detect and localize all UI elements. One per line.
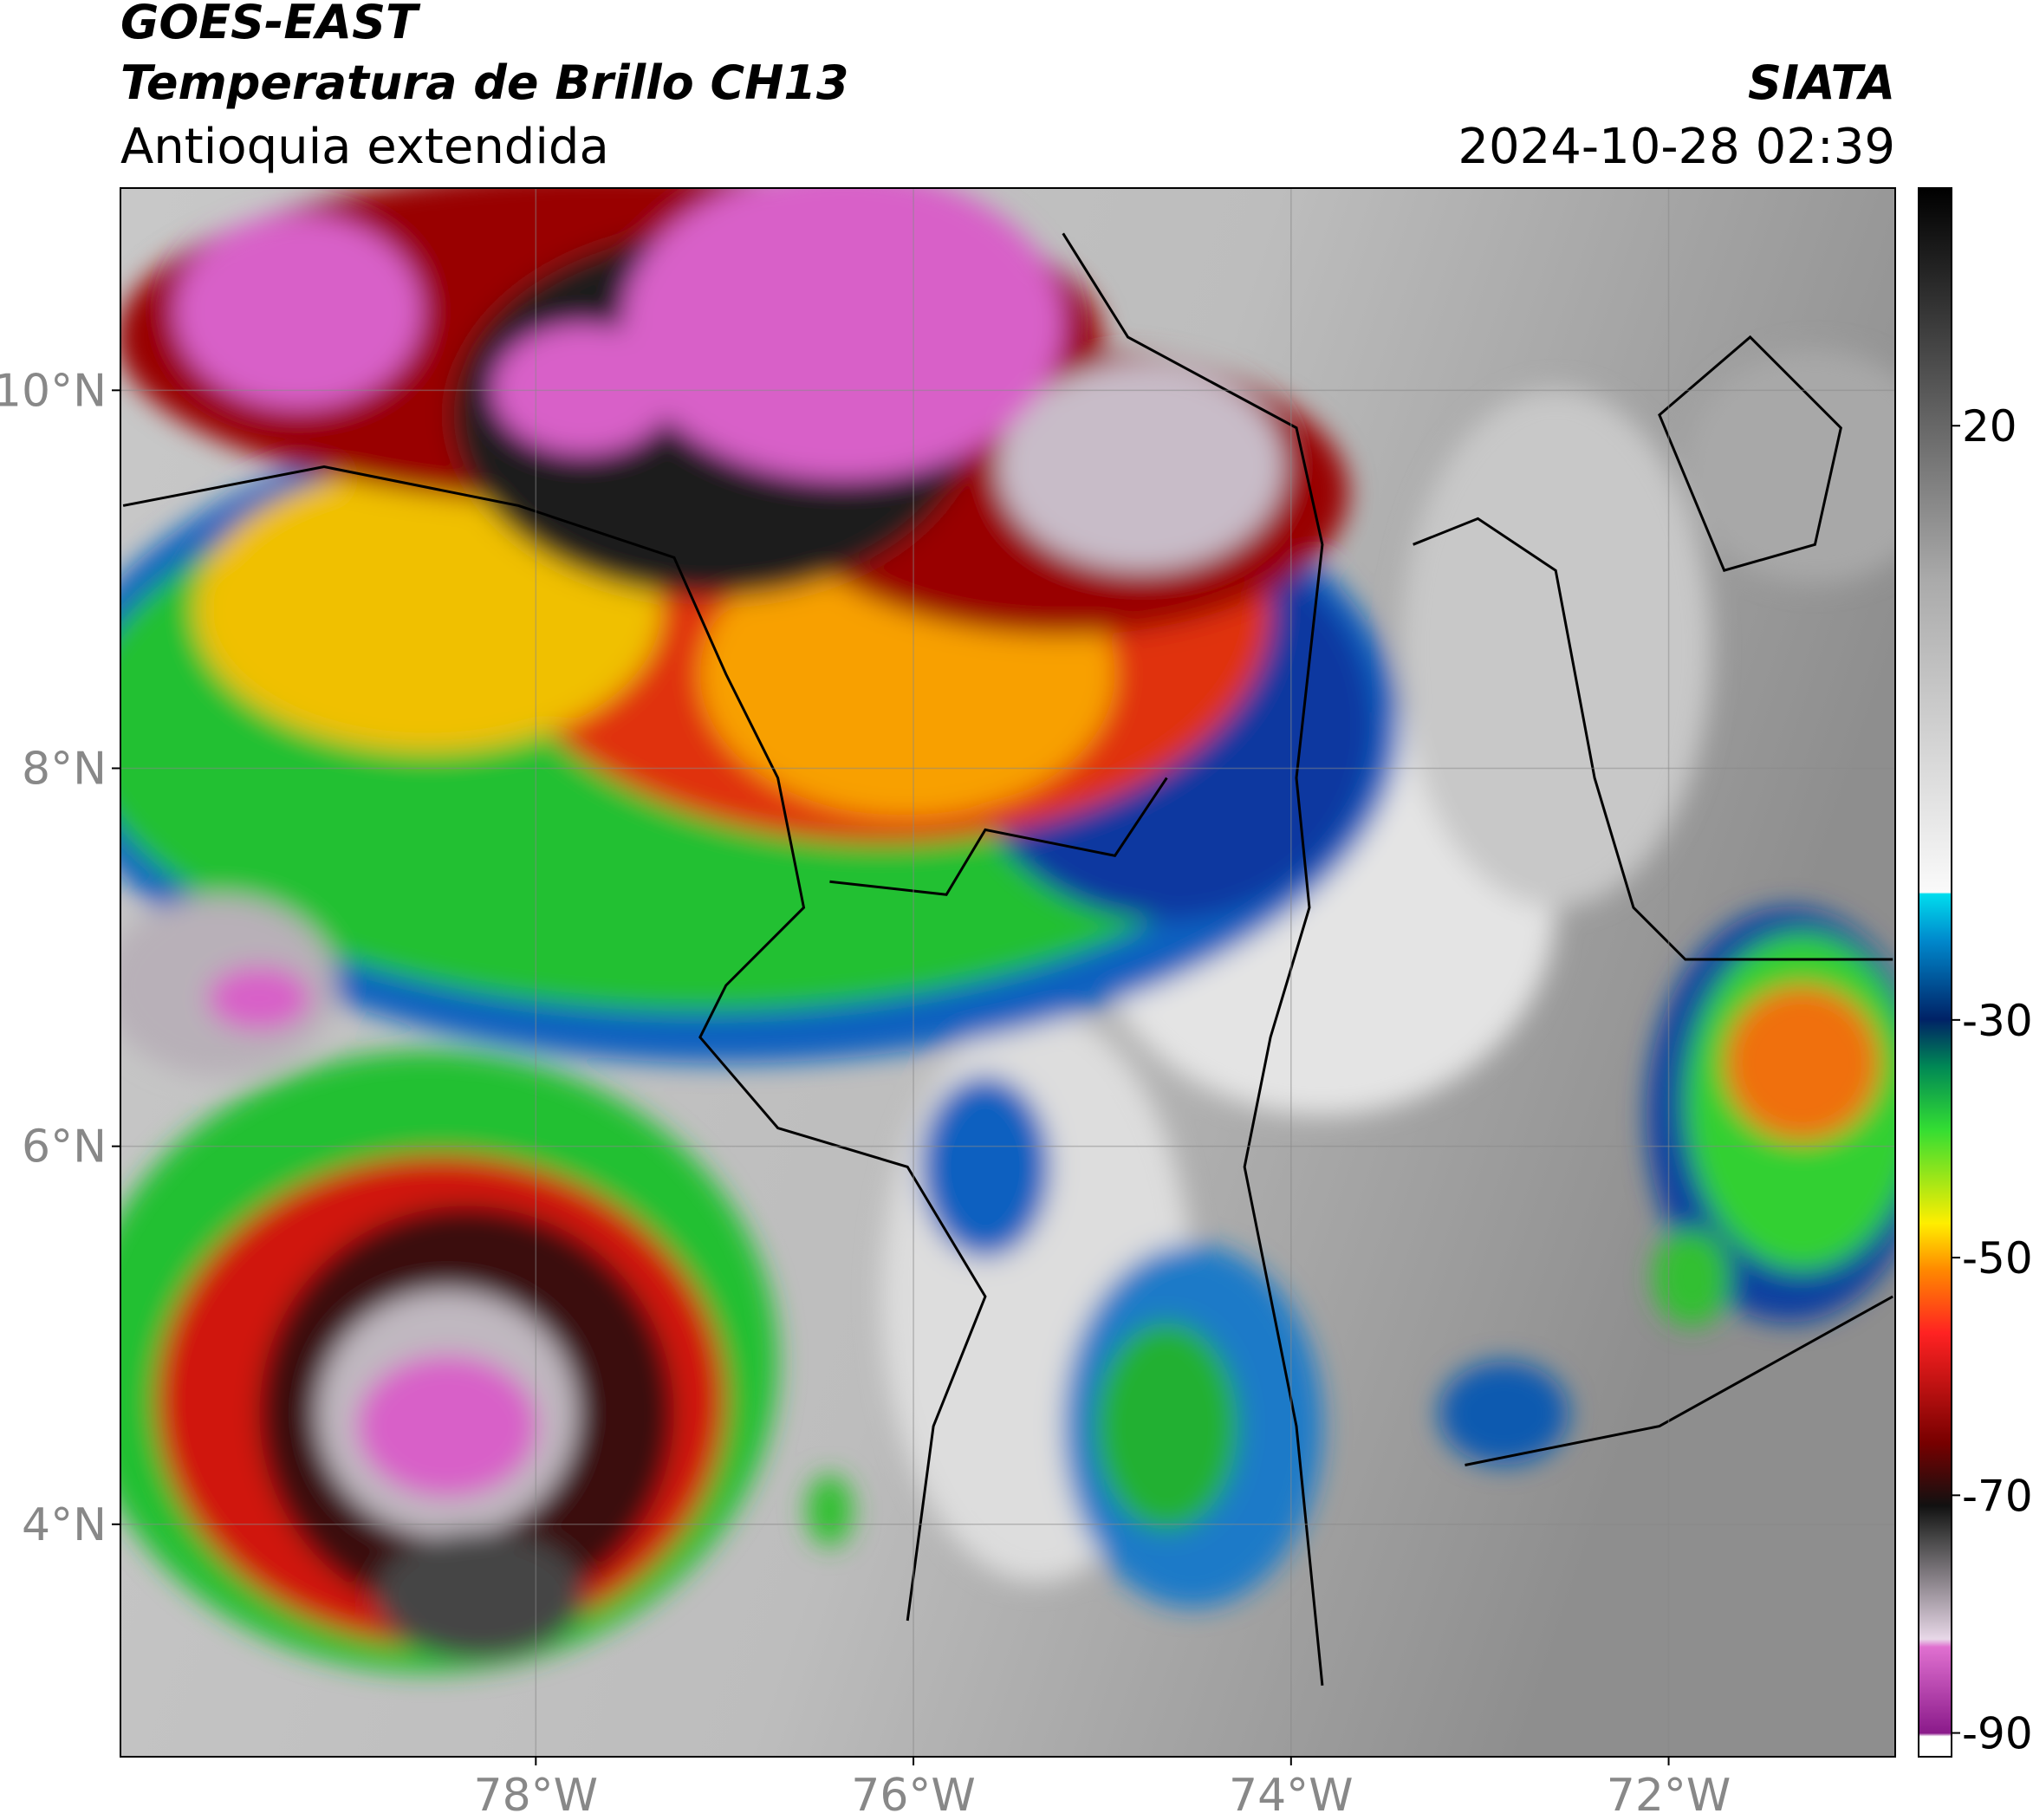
lat-label: 8°N <box>22 743 107 795</box>
lon-label: 76°W <box>851 1770 976 1820</box>
timestamp: 2024-10-28 02:39 <box>1458 119 1895 175</box>
title-line2: Temperatura de Brillo CH13 <box>120 55 849 110</box>
lat-label: 4°N <box>22 1499 107 1551</box>
source: SIATA <box>1748 55 1895 110</box>
map-frame <box>120 187 1896 1758</box>
colorbar-label: -50 <box>1962 1233 2033 1284</box>
lon-label: 78°W <box>474 1770 599 1820</box>
lat-label: 6°N <box>22 1121 107 1173</box>
colorbar-label: -30 <box>1962 996 2033 1046</box>
title-line3: Antioquia extendida <box>120 119 609 175</box>
lon-label: 74°W <box>1229 1770 1354 1820</box>
colorbar-label: -90 <box>1962 1709 2033 1759</box>
colorbar <box>1918 187 1952 1758</box>
satellite-image <box>120 188 1895 1757</box>
grid <box>120 188 1895 1757</box>
lat-label: 10°N <box>0 365 107 417</box>
title-line1: GOES-EAST <box>120 0 421 49</box>
colorbar-label: -70 <box>1962 1471 2033 1521</box>
lon-label: 72°W <box>1607 1770 1731 1820</box>
colorbar-label: 20 <box>1962 401 2017 452</box>
